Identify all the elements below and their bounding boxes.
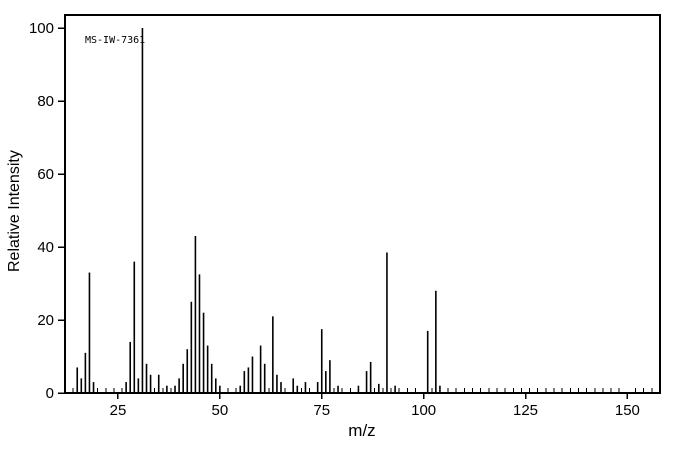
y-tick-label: 100 (29, 20, 54, 37)
y-tick-label: 20 (37, 312, 54, 329)
x-tick-label: 25 (110, 402, 127, 419)
y-tick-label: 0 (46, 385, 54, 402)
x-tick-label: 100 (411, 402, 436, 419)
x-tick-label: 150 (615, 402, 640, 419)
x-axis-title: m/z (348, 421, 376, 440)
x-tick-label: 125 (513, 402, 538, 419)
y-tick-label: 80 (37, 93, 54, 110)
plot-frame (64, 14, 661, 394)
y-tick-label: 40 (37, 239, 54, 256)
x-tick-label: 75 (313, 402, 330, 419)
spectrum-id-label: MS-IW-7361 (85, 35, 146, 46)
y-axis-title: Relative Intensity (6, 150, 23, 272)
y-tick-label: 60 (37, 166, 54, 183)
x-tick-label: 50 (212, 402, 229, 419)
